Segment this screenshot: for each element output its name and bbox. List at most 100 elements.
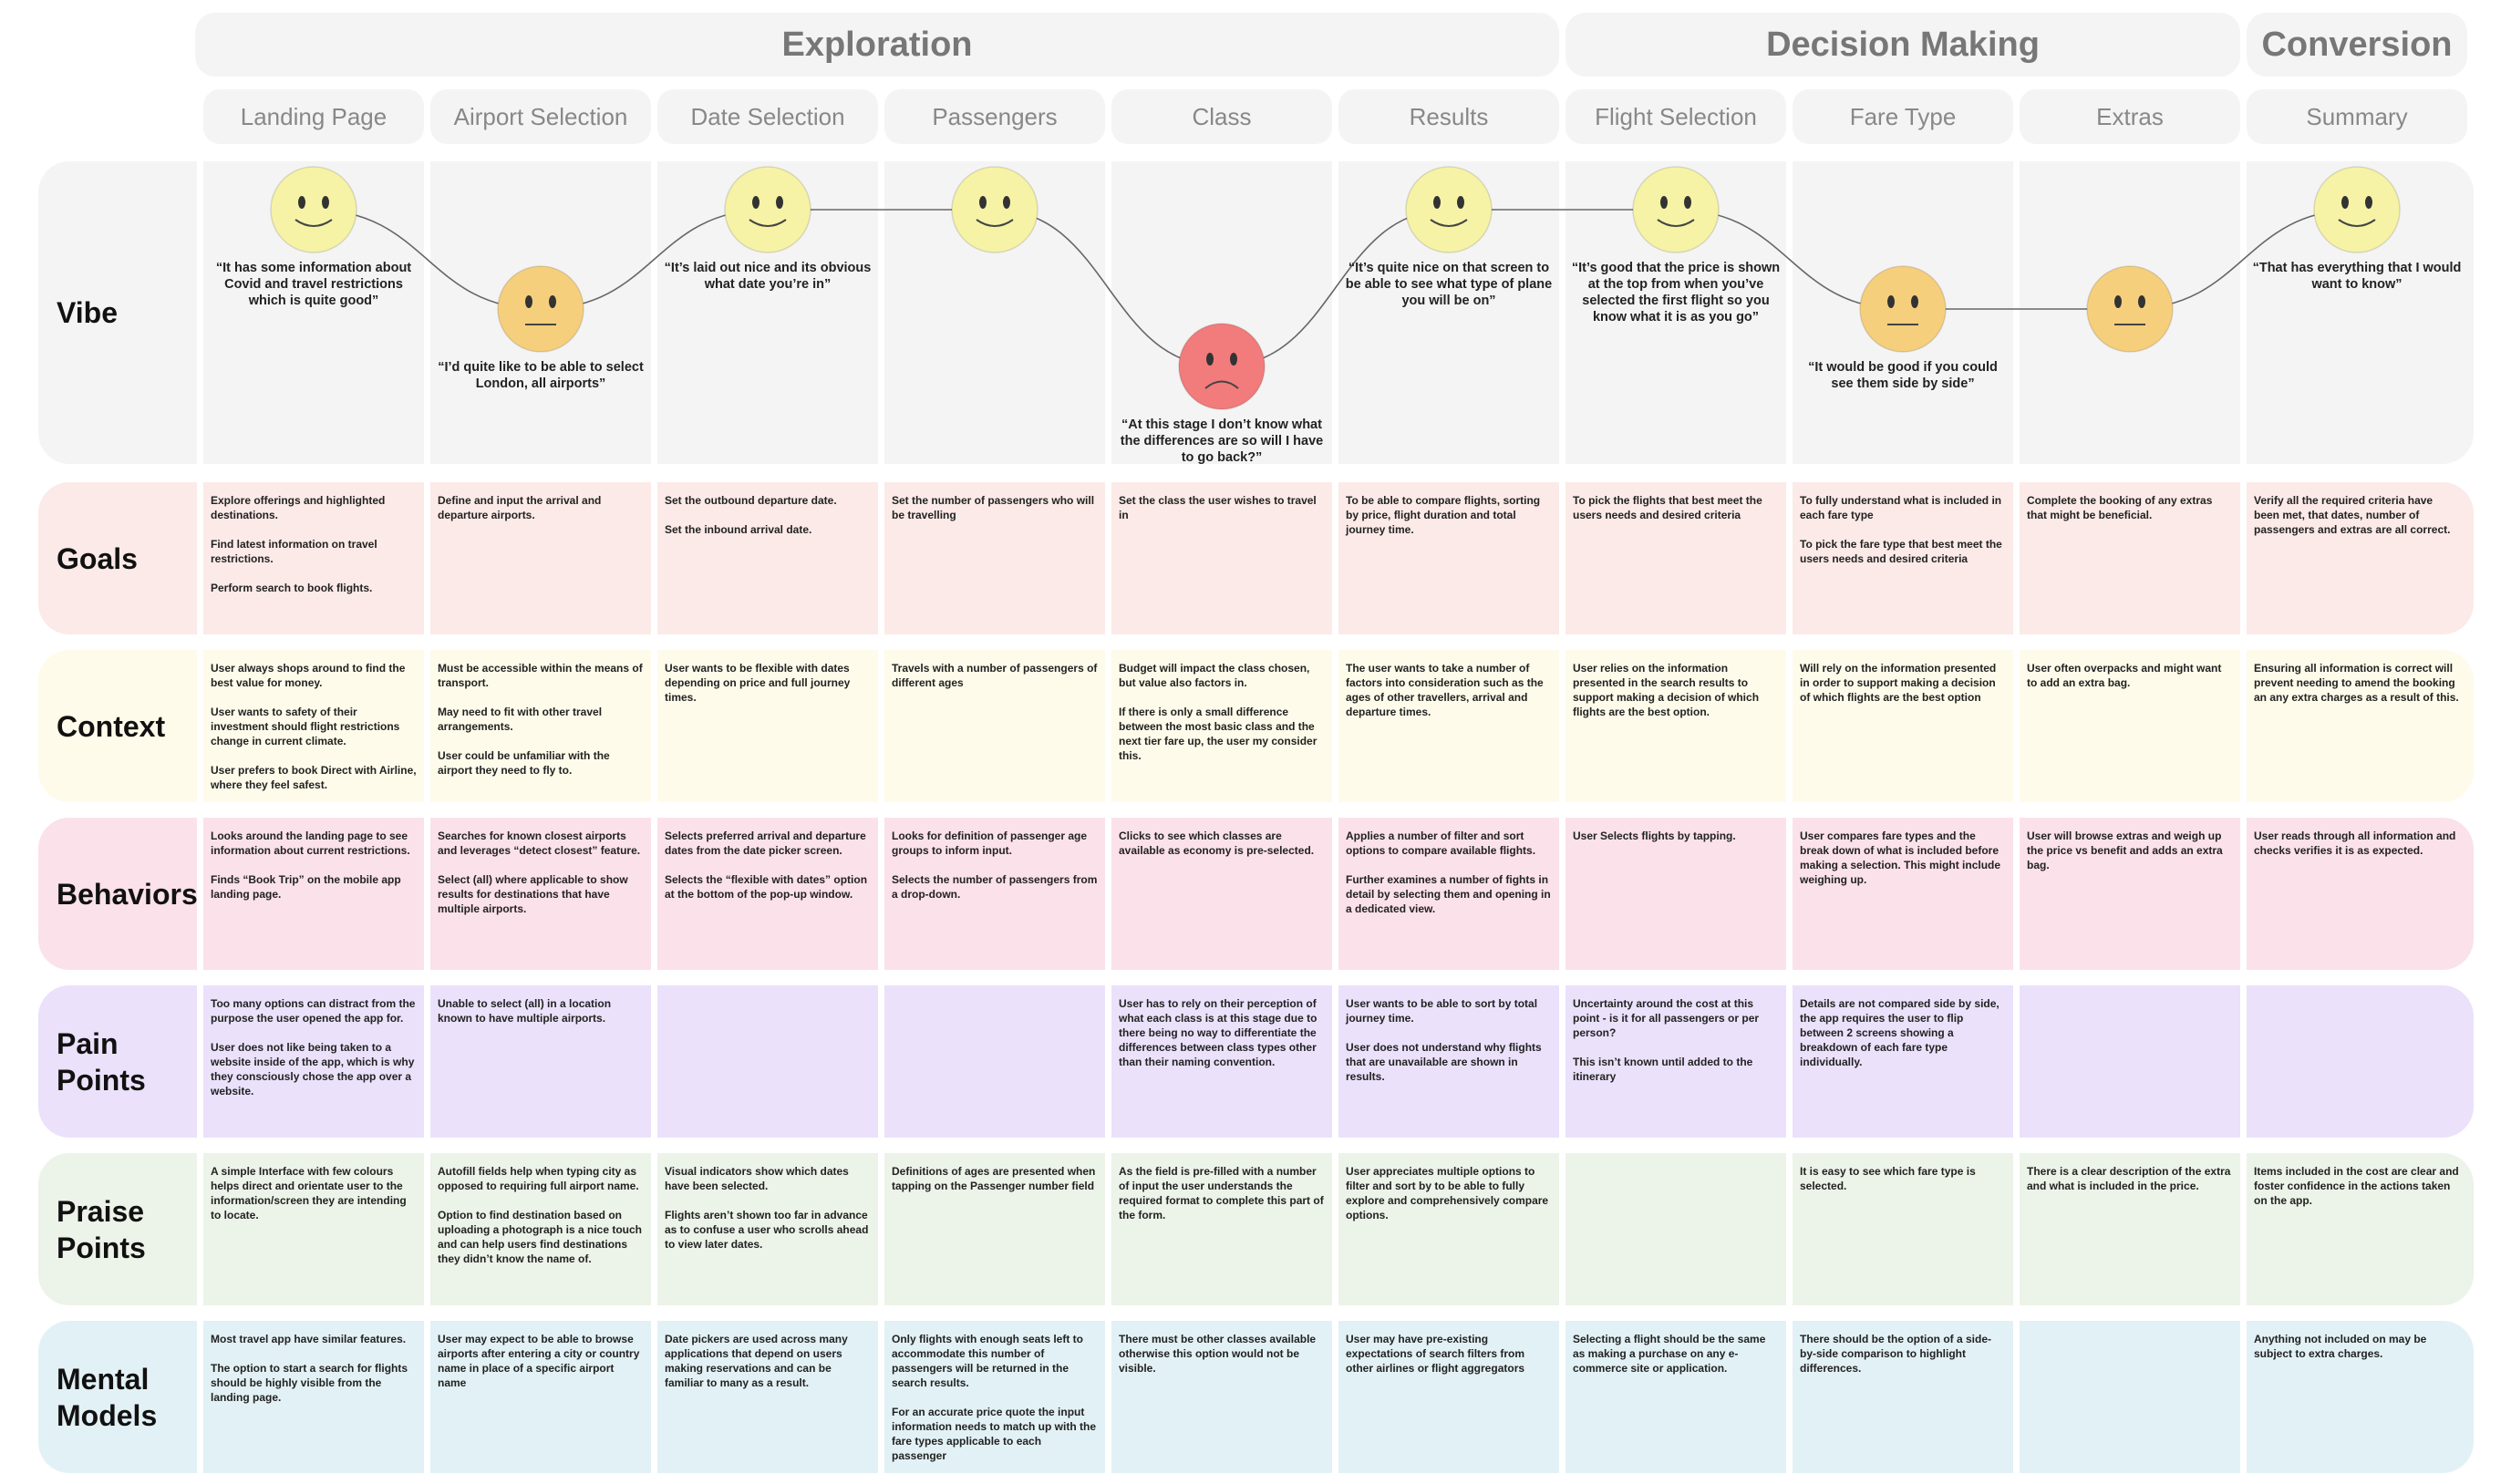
face-mouth <box>294 219 333 227</box>
face-eye <box>776 196 783 209</box>
face-eye <box>2138 295 2145 308</box>
cell-text: Verify all the required criteria have be… <box>2254 494 2451 536</box>
cell-text: To pick the flights that best meet the u… <box>1573 494 1762 521</box>
cell-text: Explore offerings and highlighted destin… <box>211 494 386 521</box>
vibe-curve <box>313 209 2358 367</box>
cell: Define and input the arrival and departu… <box>430 482 651 634</box>
separator <box>197 818 203 970</box>
cell: Set the number of passengers who will be… <box>884 482 1105 634</box>
cell-text: The user wants to take a number of facto… <box>1346 662 1544 718</box>
cell: Clicks to see which classes are availabl… <box>1111 818 1332 970</box>
cell: Will rely on the information presented i… <box>1793 650 2013 802</box>
face-eye <box>1457 196 1464 209</box>
separator <box>197 650 203 802</box>
stage-header: Landing Page <box>203 89 424 144</box>
vibe-quote: “It’s good that the price is shown at th… <box>1571 261 1781 325</box>
face-eye <box>1911 295 1918 308</box>
row-label: Pain Points <box>57 1026 146 1097</box>
row-background <box>38 818 2474 970</box>
cell: User has to rely on their perception of … <box>1111 985 1332 1138</box>
vibe-quote: “At this stage I don’t know what the dif… <box>1120 417 1324 465</box>
cell-text: User always shops around to find the bes… <box>211 662 406 689</box>
stage-header: Fare Type <box>1793 89 2013 144</box>
separator <box>651 1153 657 1305</box>
row-label: Goals <box>57 541 138 575</box>
cell-text: There must be other classes available ot… <box>1119 1333 1317 1375</box>
face <box>1178 323 1266 410</box>
cell: As the field is pre-filled with a number… <box>1111 1153 1332 1305</box>
cell: There must be other classes available ot… <box>1111 1321 1332 1473</box>
cell-text: Set the outbound departure date. <box>665 494 837 507</box>
cell-text: Further examines a number of fights in d… <box>1346 873 1551 915</box>
separator <box>651 482 657 634</box>
cell: User often overpacks and might want to a… <box>2020 650 2240 802</box>
separator <box>1105 161 1111 464</box>
vibe-quote: “That has everything that I would want t… <box>2252 261 2462 292</box>
separator <box>651 161 657 464</box>
cell-text: User compares fare types and the break d… <box>1800 830 2001 886</box>
face-eye <box>525 295 532 308</box>
separator <box>1786 1321 1793 1473</box>
face <box>497 265 584 353</box>
cell-text: Unable to select (all) in a location kno… <box>438 997 612 1025</box>
cell: Looks for definition of passenger age gr… <box>884 818 1105 970</box>
cell-text: Option to find destination based on uplo… <box>438 1209 643 1265</box>
face-eye <box>549 295 556 308</box>
cell-text: Travels with a number of passengers of d… <box>892 662 1098 689</box>
cell: There should be the option of a side-by-… <box>1793 1321 2013 1473</box>
cell-text: Date pickers are used across many applic… <box>665 1333 848 1389</box>
row-background <box>38 985 2474 1138</box>
face <box>1632 166 1720 253</box>
stage-header: Class <box>1111 89 1332 144</box>
phase-header: Exploration <box>195 13 1559 77</box>
cell-text: Autofill fields help when typing city as… <box>438 1165 639 1192</box>
separator <box>878 1153 884 1305</box>
face-eye <box>979 196 987 209</box>
cell-text: Budget will impact the class chosen, but… <box>1119 662 1310 689</box>
face-eye <box>752 196 760 209</box>
cell: Visual indicators show which dates have … <box>657 1153 878 1305</box>
cell-text: To be able to compare flights, sorting b… <box>1346 494 1541 536</box>
cell-text: Uncertainty around the cost at this poin… <box>1573 997 1760 1039</box>
vibe-quote: “It would be good if you could see them … <box>1808 360 1998 391</box>
face-eye <box>1206 353 1214 366</box>
cell: User wants to be able to sort by total j… <box>1338 985 1559 1138</box>
separator <box>878 985 884 1138</box>
row-label: Context <box>57 709 166 743</box>
cell: Searches for known closest airports and … <box>430 818 651 970</box>
face-eye <box>322 196 329 209</box>
cell: Set the class the user wishes to travel … <box>1111 482 1332 634</box>
cell-text: Selects the number of passengers from a … <box>892 873 1098 901</box>
separator <box>197 1153 203 1305</box>
cell: Most travel app have similar features. Th… <box>203 1321 424 1473</box>
cell: Set the outbound departure date. Set the … <box>657 482 878 634</box>
cell-text: User has to rely on their perception of … <box>1119 997 1318 1068</box>
face-mouth <box>1204 380 1239 389</box>
separator <box>2240 482 2247 634</box>
cell: User reads through all information and c… <box>2247 818 2467 970</box>
separator <box>878 818 884 970</box>
cell: User compares fare types and the break d… <box>1793 818 2013 970</box>
separator <box>2240 985 2247 1138</box>
cell-text: Selecting a flight should be the same as… <box>1573 1333 1766 1375</box>
separator <box>878 161 884 464</box>
separator <box>424 1321 430 1473</box>
cell-text: User could be unfamiliar with the airpor… <box>438 749 610 777</box>
row-background <box>38 161 2474 464</box>
cell <box>884 985 1105 1138</box>
cell-text: Selects the “flexible with dates” option… <box>665 873 868 901</box>
row-label: Vibe <box>57 296 118 329</box>
separator <box>1105 1153 1111 1305</box>
separator <box>2013 161 2020 464</box>
cell: Only flights with enough seats left to a… <box>884 1321 1105 1473</box>
separator <box>1105 818 1111 970</box>
cell: Travels with a number of passengers of d… <box>884 650 1105 802</box>
separator <box>2240 1153 2247 1305</box>
vibe-quote: “It has some information about Covid and… <box>215 261 412 308</box>
cell-text: If there is only a small difference betw… <box>1119 706 1318 762</box>
cell-text: Selects preferred arrival and departure … <box>665 830 866 857</box>
separator <box>1559 1321 1566 1473</box>
separator <box>1559 818 1566 970</box>
cell-text: User may have pre-existing expectations … <box>1346 1333 1525 1375</box>
face <box>270 166 357 253</box>
